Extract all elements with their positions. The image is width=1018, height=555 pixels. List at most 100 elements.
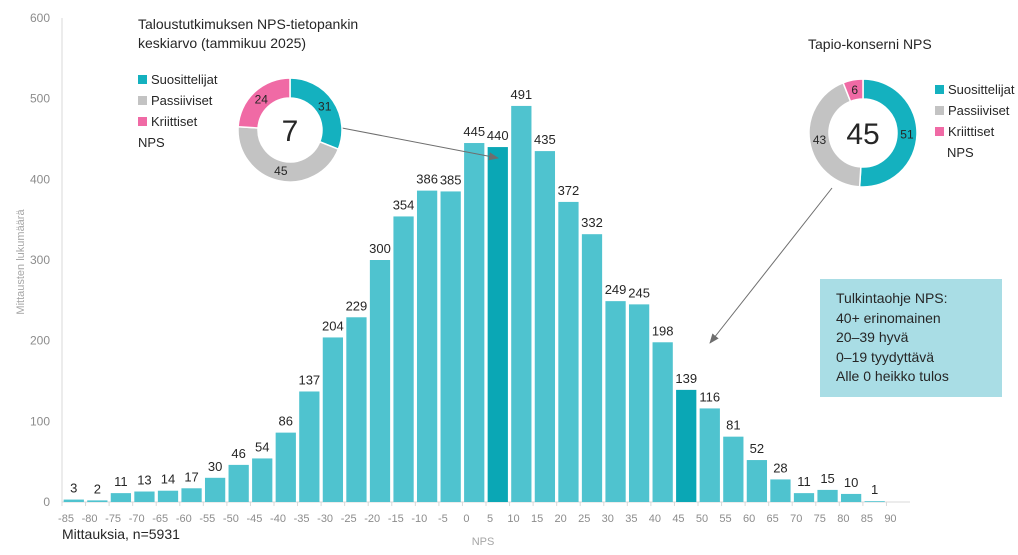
data-label--20: 300 [369,241,391,256]
y-tick-label: 100 [30,414,50,428]
bar-0 [464,143,485,503]
x-tick-label: 40 [649,513,661,525]
data-label-20: 372 [558,183,580,198]
data-label--60: 17 [184,469,198,484]
data-label-5: 440 [487,128,509,143]
y-tick-label: 500 [30,92,50,106]
data-label-30: 249 [605,282,627,297]
x-tick-label: 55 [719,513,731,525]
x-tick-label: -50 [223,513,239,525]
interpretation-line: 0–19 tyydyttävä [836,348,935,365]
x-tick-label: 90 [884,513,896,525]
swatch-suosittelijat [138,75,147,84]
swatch-passiiviset [138,96,147,105]
interpretation-line: 40+ erinomainen [836,309,941,326]
footer-count: Mittauksia, n=5931 [62,526,180,542]
bar-40 [652,342,673,502]
donut-left: 31 45 24 7 [237,77,343,183]
interpretation-line: Alle 0 heikko tulos [836,368,949,384]
bars [63,105,885,503]
x-tick-label: 60 [743,513,755,525]
bar--80 [87,500,108,502]
left-donut-arrow [341,127,499,161]
y-axis: 0 100 200 300 400 500 600 [30,11,63,509]
bar--15 [393,216,414,502]
right-donut-title: Tapio-konserni NPS [808,36,932,52]
bar--30 [322,337,344,502]
legend-label: Passiiviset [151,93,213,108]
data-label--50: 46 [231,446,245,461]
data-label--25: 229 [346,298,368,313]
bar--25 [346,317,367,502]
x-tick-label: 5 [487,513,493,525]
data-label-50: 116 [699,389,720,404]
legend-item: Passiiviset [138,90,217,111]
x-tick-label: -40 [270,513,286,525]
bar-85 [864,501,885,502]
bar--5 [440,191,461,502]
data-label-80: 10 [844,475,858,490]
x-tick-label: 70 [790,513,802,525]
interpretation-box: Tulkintaohje NPS: 40+ erinomainen 20–39 … [820,279,1002,397]
donut-label: 31 [318,99,332,113]
x-tick-label: -65 [152,513,168,525]
donut-right: 51 43 6 45 [808,78,918,188]
x-tick-label: -15 [388,513,404,525]
bar--40 [275,432,296,502]
data-label-40: 198 [652,323,674,338]
donut-label: 51 [900,127,914,141]
bar--75 [110,493,132,502]
y-tick-label: 300 [30,253,50,267]
data-label--30: 204 [322,318,344,333]
bar-50 [699,408,720,502]
data-label--40: 86 [279,414,293,429]
legend-item: Suosittelijat [138,69,217,90]
x-tick-label: -60 [176,513,192,525]
donut-segment-kriittiset [237,77,291,129]
x-tick-label: 25 [578,513,590,525]
bar-25 [581,234,603,503]
data-label-85: 1 [871,482,878,497]
data-label-45: 139 [675,371,697,386]
bar--55 [204,477,226,502]
legend-nps: NPS [138,135,165,150]
x-tick-label: 65 [767,513,779,525]
bar-15 [534,151,556,502]
data-label--5: 385 [440,172,462,187]
data-label-15: 435 [534,132,556,147]
x-tick-label: 10 [507,513,519,525]
donut-segment-suosittelijat [858,78,918,188]
data-label--65: 14 [161,472,175,487]
bar-45 [676,389,697,502]
data-label-0: 445 [463,124,485,139]
donut-center-value: 45 [846,118,879,151]
donut-label: 43 [813,133,827,147]
legend-nps: NPS [947,145,974,160]
x-tick-label: -80 [82,513,98,525]
x-tick-label: -45 [246,513,262,525]
x-tick-label: 85 [861,513,873,525]
legend-label: Kriittiset [151,114,198,129]
data-label--85: 3 [70,481,77,496]
bar-10 [511,105,532,502]
left-donut-title: Taloustutkimuksen NPS-tietopankin keskia… [138,16,359,51]
legend-item: Passiiviset [935,100,1014,121]
x-tick-label: -35 [294,513,310,525]
right-donut-arrow [709,187,833,344]
x-tick-label: 80 [837,513,849,525]
swatch-passiiviset [935,106,944,115]
data-label--10: 386 [416,172,438,187]
bar--10 [416,190,438,503]
data-label--70: 13 [137,473,151,488]
donut-segment-passiiviset [237,125,340,183]
bar-70 [793,493,815,502]
x-tick-label: -55 [199,513,215,525]
x-tick-label: 30 [602,513,614,525]
legend-label: Suosittelijat [151,72,218,87]
data-label-35: 245 [628,285,650,300]
swatch-suosittelijat [935,85,944,94]
x-tick-label: -85 [58,513,74,525]
bar-5 [487,147,508,503]
right-donut-legend: Suosittelijat Passiiviset Kriittiset NPS [935,79,1014,163]
